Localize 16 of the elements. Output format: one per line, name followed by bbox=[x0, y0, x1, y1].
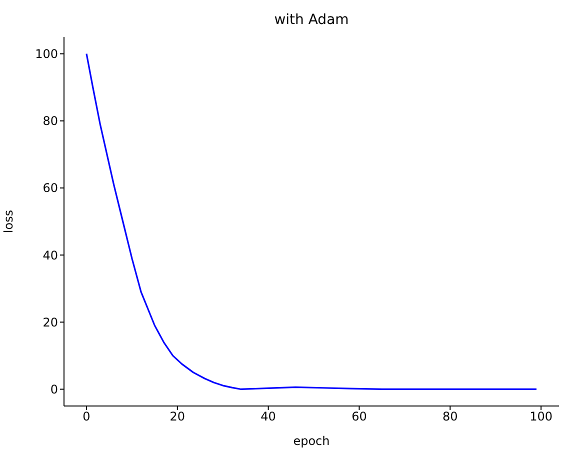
x-tick-label: 40 bbox=[260, 410, 276, 424]
x-tick-label: 60 bbox=[352, 410, 367, 424]
y-tick-label: 60 bbox=[42, 181, 58, 196]
x-axis-title: epoch bbox=[293, 434, 330, 448]
y-tick-label: 20 bbox=[42, 315, 58, 330]
chart-title: with Adam bbox=[273, 12, 350, 28]
y-tick-label: 100 bbox=[35, 47, 58, 62]
x-tick-label: 20 bbox=[170, 410, 186, 424]
x-tick-label: 100 bbox=[530, 410, 552, 424]
x-tick-label: 0 bbox=[82, 410, 90, 424]
line-series bbox=[86, 52, 538, 390]
y-tick-label: 40 bbox=[42, 248, 58, 262]
y-tick-label: 80 bbox=[42, 114, 58, 128]
x-tick-label: 80 bbox=[442, 410, 458, 424]
y-axis-title: loss bbox=[1, 210, 16, 234]
y-tick-label: 0 bbox=[50, 382, 58, 396]
